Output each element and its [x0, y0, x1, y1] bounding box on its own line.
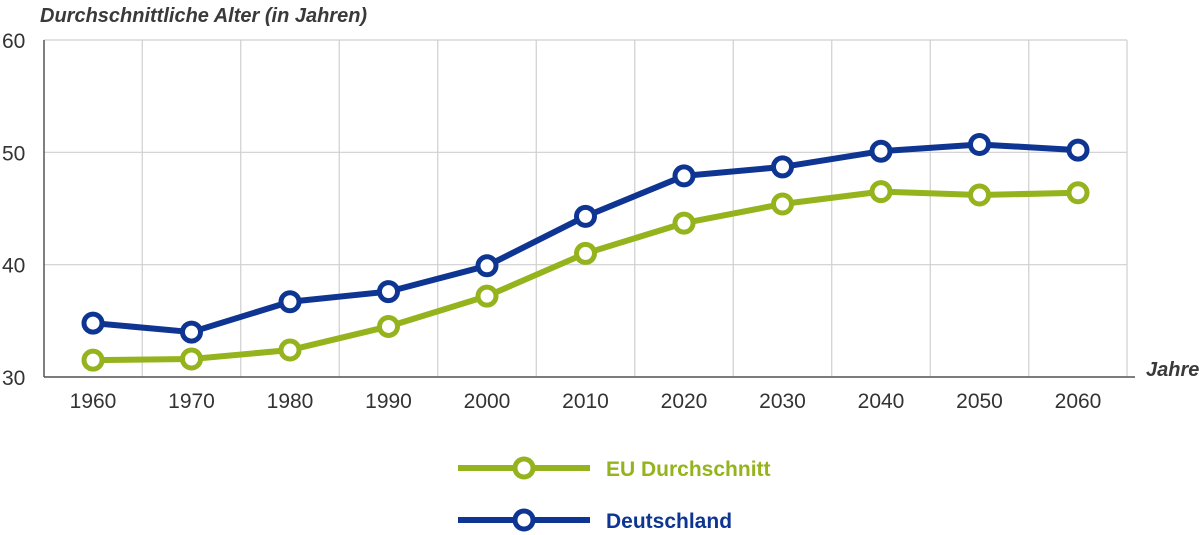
data-point	[771, 192, 794, 216]
legend: EU Durchschnitt Deutschland	[458, 456, 771, 533]
y-tick-label: 30	[2, 367, 25, 390]
x-tick-label: 1970	[168, 390, 215, 413]
legend-item: EU Durchschnitt	[458, 456, 771, 481]
data-point	[1066, 138, 1090, 162]
series-group	[81, 132, 1090, 372]
data-point	[278, 290, 302, 314]
series-de	[81, 132, 1090, 344]
data-point	[377, 280, 400, 304]
x-tick-label: 2030	[759, 390, 806, 413]
data-point	[180, 347, 203, 371]
data-point	[475, 254, 499, 278]
data-point	[180, 320, 203, 344]
data-point	[278, 338, 302, 362]
x-tick-label: 2000	[464, 390, 511, 413]
y-axis-title: Durchschnittliche Alter (in Jahren)	[40, 5, 367, 27]
data-point	[869, 139, 893, 163]
x-tick-label: 2050	[956, 390, 1003, 413]
legend-swatch-marker	[512, 508, 536, 532]
data-point	[475, 284, 499, 308]
data-point	[672, 211, 696, 235]
x-tick-label: 2010	[562, 390, 609, 413]
data-point	[869, 180, 893, 204]
data-point	[1066, 181, 1090, 205]
data-point	[968, 132, 991, 156]
x-axis-title: Jahre	[1146, 359, 1199, 381]
legend-label: Deutschland	[606, 510, 732, 533]
legend-label: EU Durchschnitt	[606, 458, 771, 481]
x-tick-label: 2060	[1055, 390, 1102, 413]
y-tick-labels: 30 40 50 60	[2, 30, 25, 390]
data-point	[968, 183, 991, 207]
y-tick-label: 50	[2, 142, 25, 165]
data-point	[574, 204, 597, 228]
series-eu	[81, 180, 1090, 372]
x-tick-label: 2020	[661, 390, 708, 413]
legend-swatch-marker	[512, 456, 536, 480]
x-tick-label: 1980	[267, 390, 314, 413]
data-point	[771, 155, 794, 179]
data-point	[672, 164, 696, 188]
data-point	[81, 311, 105, 335]
x-tick-label: 1960	[70, 390, 117, 413]
x-tick-label: 1990	[365, 390, 412, 413]
legend-item: Deutschland	[458, 508, 732, 533]
y-tick-label: 60	[2, 30, 25, 53]
data-point	[81, 348, 105, 372]
y-tick-label: 40	[2, 255, 25, 278]
x-tick-label: 2040	[858, 390, 905, 413]
data-point	[377, 314, 400, 338]
x-tick-labels: 1960 1970 1980 1990 2000 2010 2020 2030 2040 2050…	[70, 390, 1102, 413]
data-point	[574, 241, 597, 265]
